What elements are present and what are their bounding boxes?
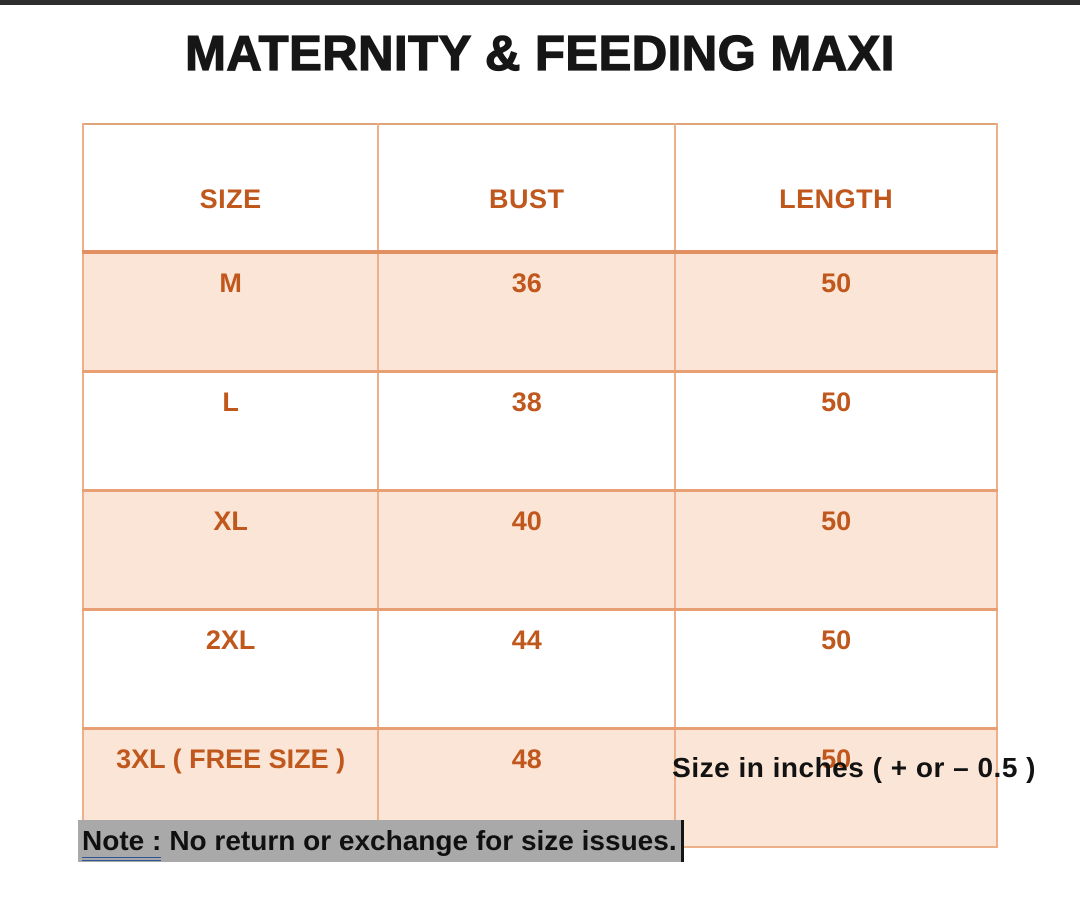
size-cell: L: [81, 370, 380, 492]
size-cell: M: [81, 250, 380, 373]
table-row: XL 40 50: [81, 489, 998, 611]
bust-cell: 36: [377, 250, 677, 373]
length-cell: 50: [674, 727, 998, 848]
bust-cell: 40: [377, 489, 677, 611]
units-note: Size in inches ( + or – 0.5 ): [672, 752, 1036, 783]
note-text: No return or exchange for size issues.: [169, 825, 677, 856]
header-bust: BUST: [377, 124, 677, 254]
header-size: SIZE: [81, 124, 380, 254]
size-cell: XL: [81, 489, 380, 611]
header-length: LENGTH: [674, 124, 998, 254]
page-title: MATERNITY & FEEDING MAXI: [184, 26, 895, 81]
length-cell: 50: [674, 489, 998, 611]
length-cell: 50: [674, 250, 998, 373]
bust-cell: 38: [377, 370, 677, 492]
length-cell: 50: [674, 370, 998, 492]
note-label: Note :: [82, 825, 162, 861]
table-row: 2XL 44 50: [81, 608, 998, 730]
table-header-row: SIZE BUST LENGTH: [81, 124, 998, 254]
size-chart-table: SIZE BUST LENGTH M 36 50 L 38 50 XL 40 5…: [81, 123, 998, 848]
bust-cell: 44: [377, 608, 677, 730]
table-row: M 36 50: [81, 250, 998, 373]
top-border-strip: [0, 0, 1080, 5]
length-cell: 50: [674, 608, 998, 730]
table-row: L 38 50: [81, 370, 998, 492]
size-cell: 2XL: [81, 608, 380, 730]
note-bar: Note : No return or exchange for size iss…: [78, 820, 684, 862]
